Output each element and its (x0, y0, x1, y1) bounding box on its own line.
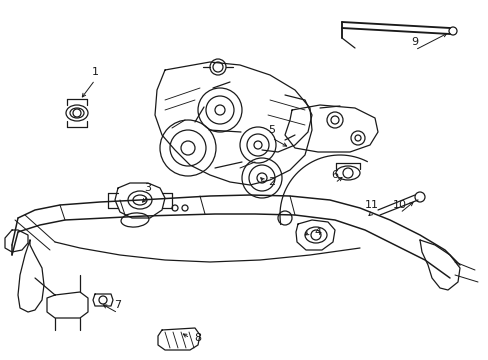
Text: 11: 11 (364, 200, 378, 210)
Text: 5: 5 (268, 125, 275, 135)
Text: 2: 2 (268, 177, 275, 187)
Text: 6: 6 (331, 170, 338, 180)
Text: 3: 3 (144, 183, 151, 193)
Text: 7: 7 (114, 300, 122, 310)
Text: 9: 9 (410, 37, 418, 47)
Text: 1: 1 (91, 67, 98, 77)
Text: 8: 8 (194, 333, 201, 343)
Text: 10: 10 (392, 200, 406, 210)
Text: 4: 4 (314, 227, 321, 237)
